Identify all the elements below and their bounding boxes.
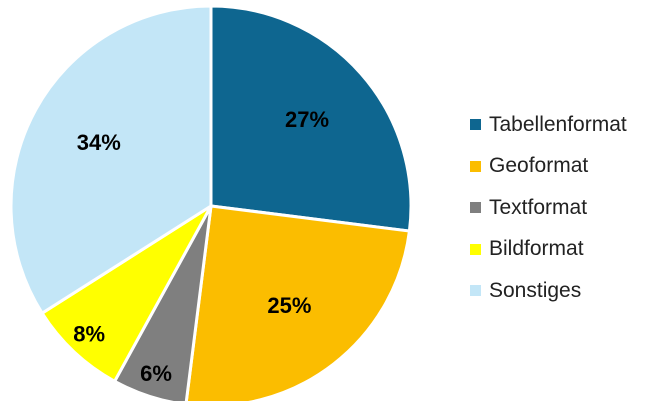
legend-item-geoformat: Geoformat bbox=[470, 146, 627, 188]
legend-swatch bbox=[470, 285, 481, 297]
legend-label: Geoformat bbox=[489, 154, 589, 178]
legend-swatch bbox=[470, 202, 481, 214]
data-label-geoformat: 25% bbox=[267, 293, 311, 318]
data-label-sonstiges: 34% bbox=[77, 130, 121, 155]
pie-slice-sonstiges bbox=[9, 4, 213, 316]
legend-swatch bbox=[470, 160, 481, 172]
data-label-tabellenformat: 27% bbox=[285, 107, 329, 132]
legend-swatch bbox=[470, 119, 481, 131]
legend-label: Sonstiges bbox=[489, 278, 582, 302]
chart-legend: Tabellenformat Geoformat Textformat Bild… bbox=[470, 104, 627, 312]
legend-item-tabellenformat: Tabellenformat bbox=[470, 104, 627, 146]
legend-item-textformat: Textformat bbox=[470, 187, 627, 229]
legend-label: Bildformat bbox=[489, 237, 584, 261]
legend-item-sonstiges: Sonstiges bbox=[470, 270, 627, 312]
pie-slice-bildformat bbox=[40, 204, 213, 384]
data-label-bildformat: 8% bbox=[73, 322, 105, 347]
pie-slice-tabellenformat bbox=[209, 4, 413, 233]
legend-label: Tabellenformat bbox=[489, 112, 627, 136]
data-label-textformat: 6% bbox=[140, 361, 172, 386]
legend-item-bildformat: Bildformat bbox=[470, 229, 627, 271]
pie-slice-geoformat bbox=[184, 204, 412, 401]
legend-label: Textformat bbox=[489, 195, 588, 219]
legend-swatch bbox=[470, 243, 481, 255]
